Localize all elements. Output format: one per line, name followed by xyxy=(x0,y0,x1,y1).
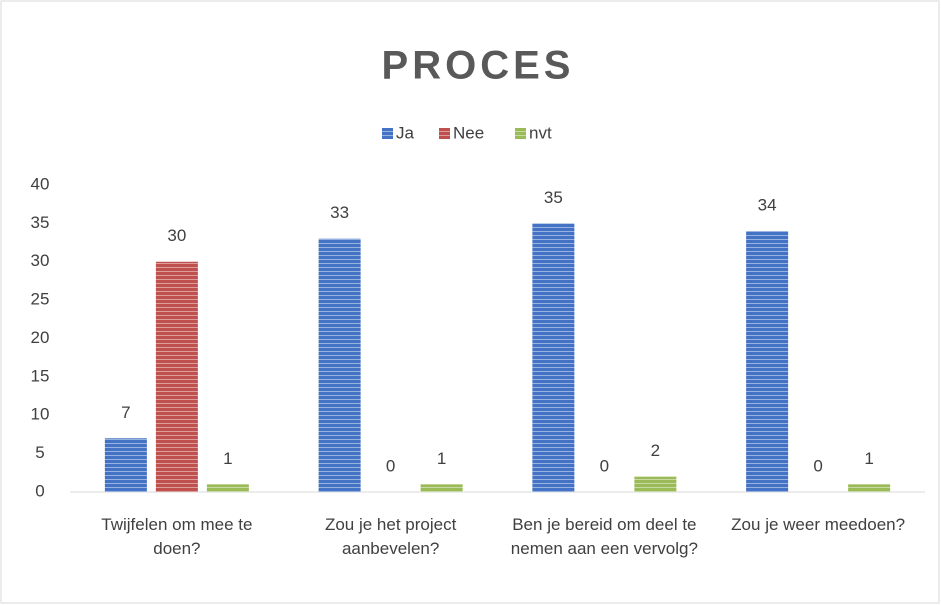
data-label: 7 xyxy=(121,403,130,422)
data-label: 2 xyxy=(651,441,660,460)
bar xyxy=(104,438,147,492)
data-label: 33 xyxy=(330,203,349,222)
data-label: 0 xyxy=(600,456,609,475)
bar xyxy=(746,231,789,493)
bar xyxy=(420,484,463,492)
legend-swatch xyxy=(439,128,450,139)
y-tick-label: 25 xyxy=(31,290,50,309)
legend-label: Ja xyxy=(396,123,415,142)
legend-label: Nee xyxy=(453,123,484,142)
legend-label: nvt xyxy=(529,123,552,142)
y-tick-label: 40 xyxy=(31,174,50,193)
x-tick-label: Zou je het project aanbevelen? xyxy=(324,515,457,558)
chart-title: PROCES xyxy=(382,44,575,88)
x-tick-label: Zou je weer meedoen? xyxy=(731,515,906,534)
bar xyxy=(634,476,677,492)
data-label: 1 xyxy=(864,449,873,468)
y-tick-label: 5 xyxy=(35,443,44,462)
data-label: 1 xyxy=(223,449,232,468)
legend-swatch xyxy=(515,128,526,139)
bar xyxy=(318,238,361,492)
y-tick-label: 15 xyxy=(31,366,50,385)
y-tick-label: 20 xyxy=(31,328,50,347)
y-tick-label: 0 xyxy=(35,481,44,500)
data-label: 35 xyxy=(544,188,563,207)
data-label: 34 xyxy=(758,196,777,215)
bar xyxy=(848,484,891,492)
data-label: 0 xyxy=(813,456,822,475)
y-tick-label: 10 xyxy=(31,405,50,424)
bar xyxy=(206,484,249,492)
data-label: 0 xyxy=(386,456,395,475)
y-tick-label: 30 xyxy=(31,251,50,270)
bar xyxy=(532,223,575,492)
data-label: 30 xyxy=(167,226,186,245)
x-tick-label: Ben je bereid om deel te nemen aan een v… xyxy=(510,515,698,558)
y-tick-label: 35 xyxy=(31,213,50,232)
data-label: 1 xyxy=(437,449,446,468)
legend-swatch xyxy=(382,128,393,139)
bar xyxy=(155,261,198,492)
x-tick-label: Twijfelen om mee te doen? xyxy=(101,515,253,558)
